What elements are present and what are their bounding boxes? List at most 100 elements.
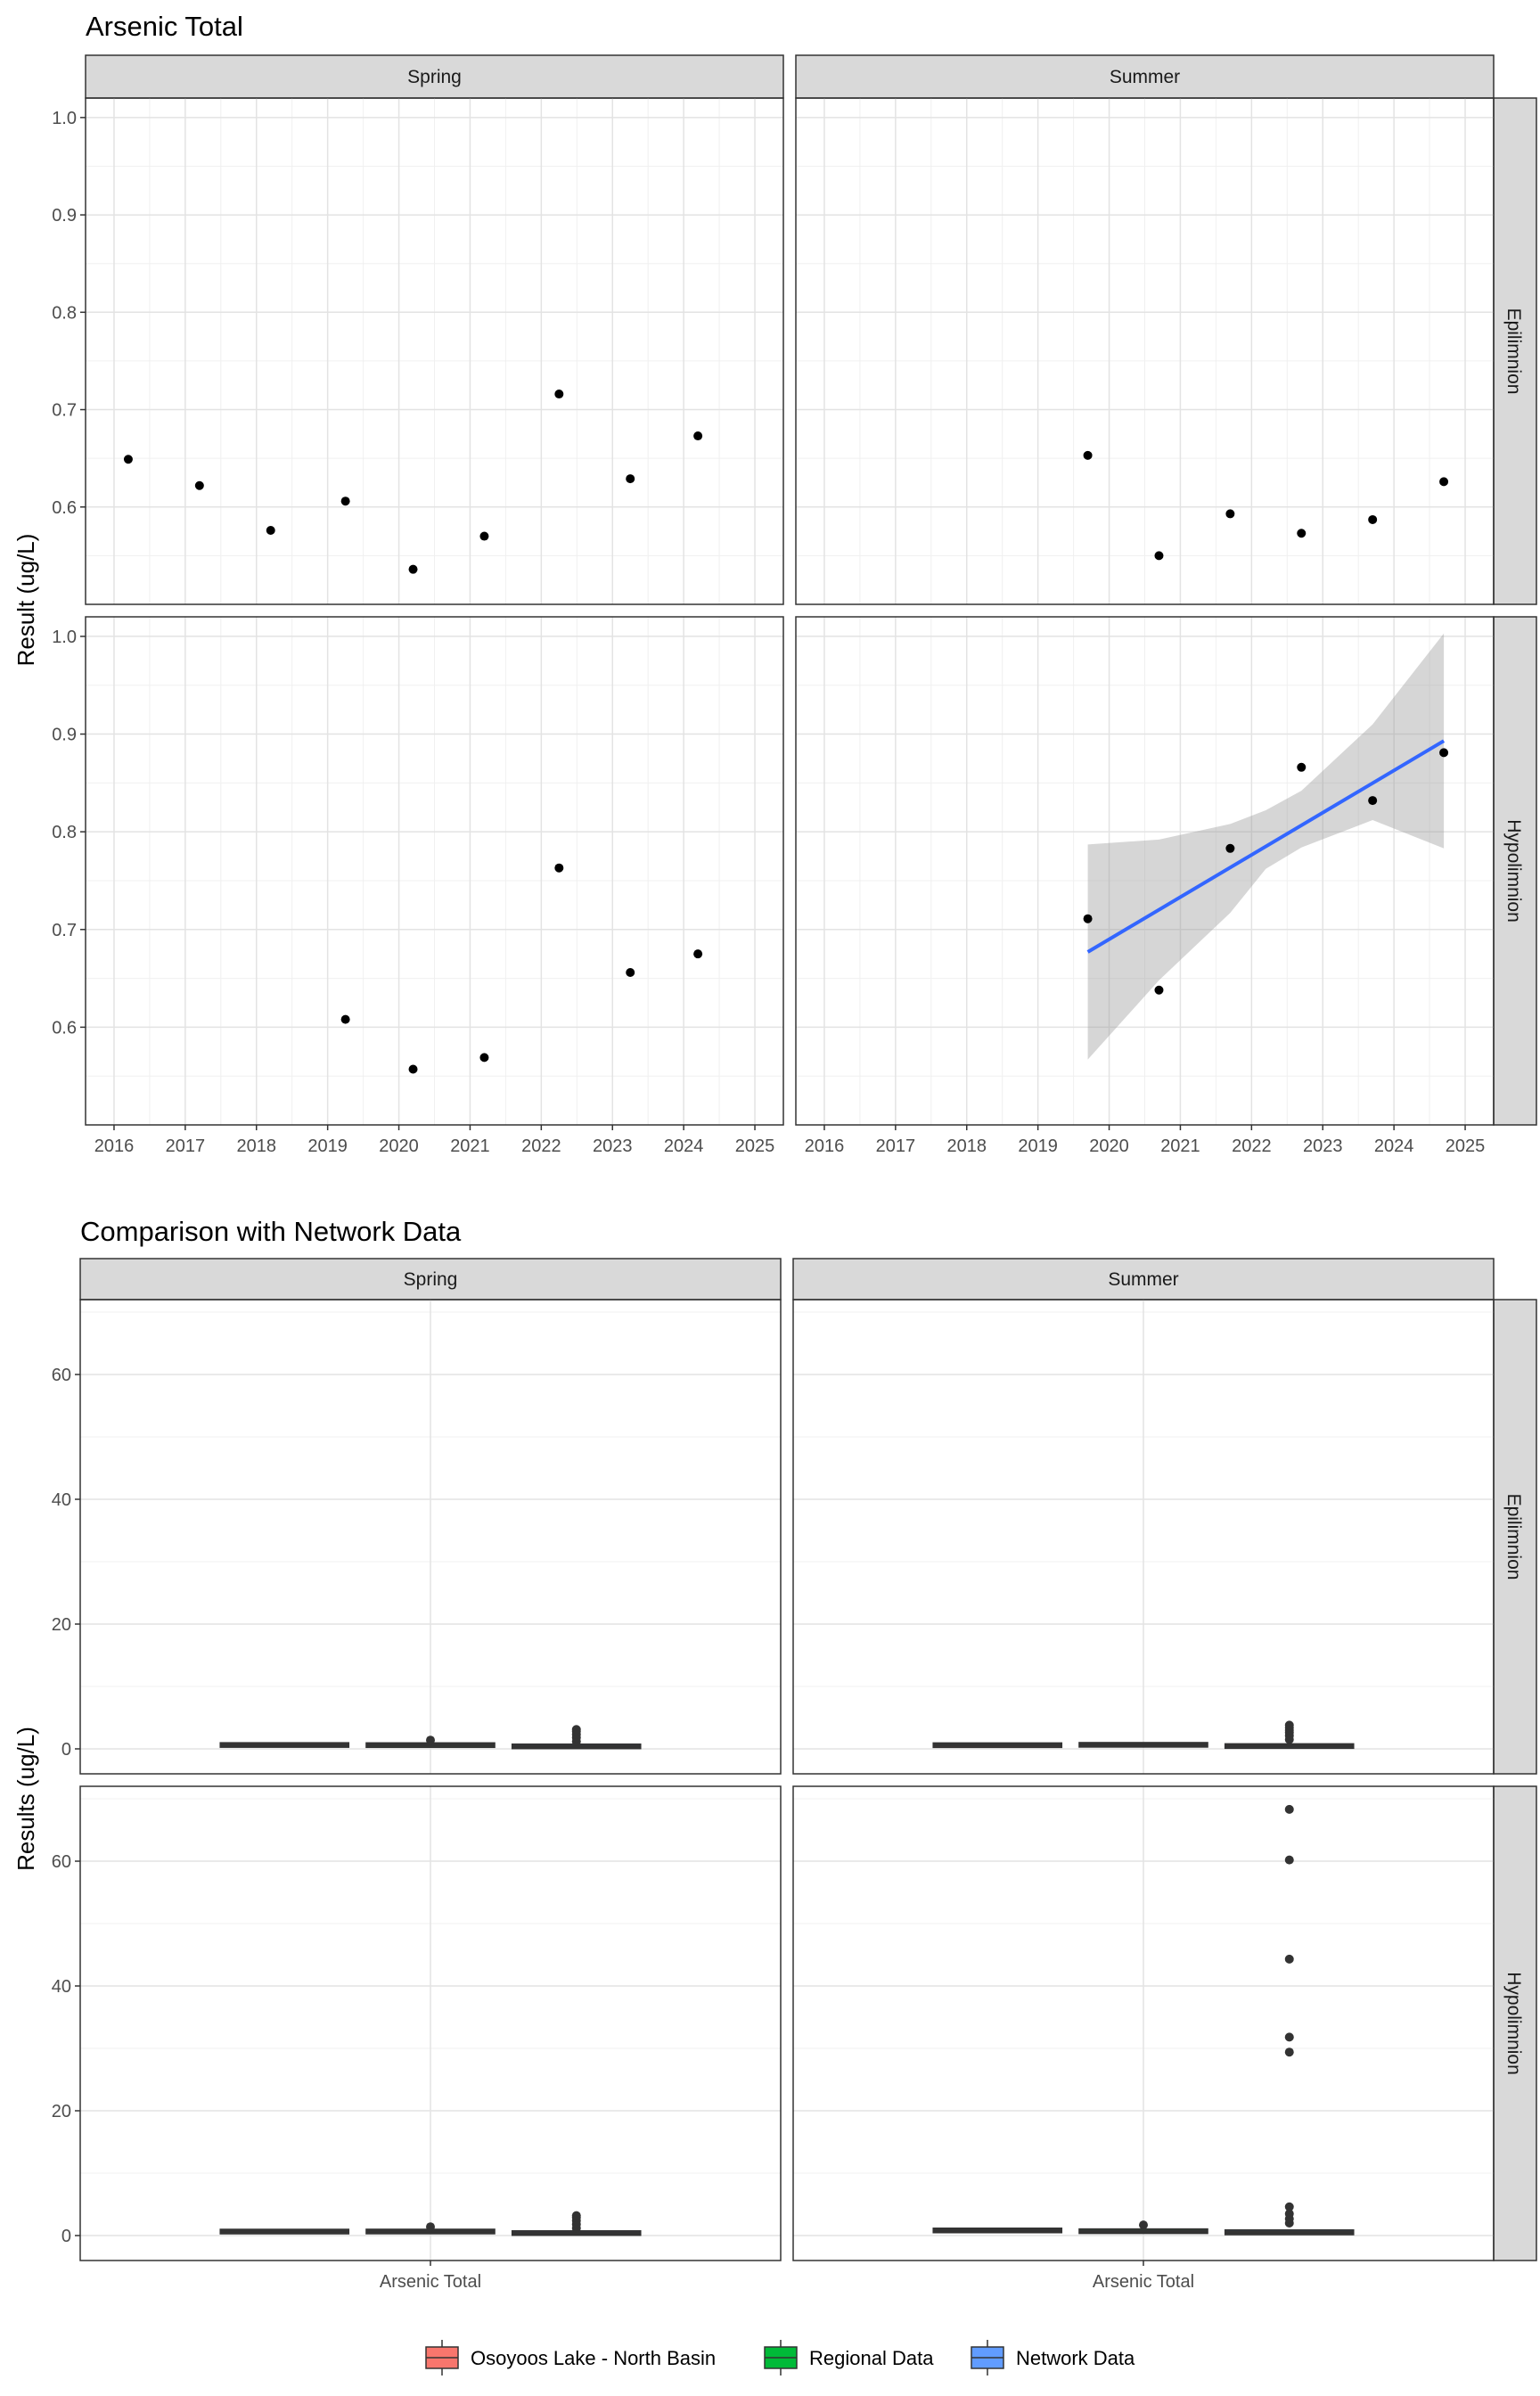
comparison-plot: Comparison with Network Data Results (ug…	[12, 1216, 1537, 2292]
panel-border	[85, 97, 784, 605]
outlier-point	[1284, 2202, 1294, 2211]
outlier-point	[426, 2222, 435, 2232]
y-tick-label: 0.6	[52, 498, 77, 518]
x-tick-label: 2023	[593, 1136, 633, 1156]
y-tick-label: 0.6	[52, 1018, 77, 1038]
outlier-point	[426, 1735, 435, 1745]
facet-strip-spring	[79, 1258, 782, 1301]
x-tick-label: 2024	[1374, 1136, 1414, 1156]
x-tick-label: 2022	[521, 1136, 561, 1156]
data-point	[1154, 985, 1164, 995]
panel-border	[79, 1299, 782, 1775]
panel-spring-epilimnion: 0.6 0.7 0.8 0.9 1.0	[52, 97, 784, 605]
x-tick-label: 2024	[664, 1136, 704, 1156]
legend-label: Regional Data	[809, 2347, 934, 2369]
facet-strip-epilimnion	[1493, 97, 1537, 605]
panel-border	[792, 1299, 1495, 1775]
panel-summer-epilimnion	[792, 1299, 1495, 1775]
legend: Osoyoos Lake - North Basin Regional Data N…	[425, 2340, 1135, 2375]
data-point	[408, 1064, 418, 1074]
x-tick-label: Arsenic Total	[380, 2272, 481, 2292]
x-tick-label: 2016	[94, 1136, 135, 1156]
x-tick-label: 2019	[1018, 1136, 1058, 1156]
facet-label-hypolimnion: Hypolimnion	[1503, 1972, 1524, 2075]
plot-title: Arsenic Total	[86, 11, 243, 42]
y-axis-label: Results (ug/L)	[12, 1727, 39, 1871]
data-point	[340, 496, 350, 506]
arsenic-total-plot: Arsenic Total Result (ug/L) Spring Summer…	[12, 11, 1537, 1156]
facet-strip-hypolimnion	[1493, 616, 1537, 1126]
y-tick-label: 20	[52, 1615, 71, 1635]
panel-border	[85, 616, 784, 1126]
facet-label-spring: Spring	[407, 67, 462, 87]
panel-summer-hypolimnion: 2016 2017 2018 2019 2020 2021 2022 2023 2024 2025	[795, 616, 1495, 1156]
outlier-point	[1284, 2047, 1294, 2057]
outlier-point	[571, 1725, 581, 1735]
facet-label-summer: Summer	[1110, 67, 1180, 87]
plot-title: Comparison with Network Data	[80, 1216, 462, 1247]
y-axis-label: Result (ug/L)	[12, 534, 39, 667]
facet-label-spring: Spring	[404, 1269, 458, 1290]
y-tick-label: 1.0	[52, 628, 77, 647]
outlier-point	[1284, 1855, 1294, 1865]
x-tick-label: 2020	[379, 1136, 419, 1156]
data-point	[1083, 914, 1093, 923]
data-point	[479, 1053, 489, 1063]
legend-label: Osoyoos Lake - North Basin	[471, 2347, 716, 2369]
facet-label-epilimnion: Epilimnion	[1503, 1494, 1524, 1580]
y-tick-label: 0.8	[52, 823, 77, 842]
data-point	[693, 949, 703, 959]
y-tick-label: 1.0	[52, 109, 77, 128]
x-tick-label: 2016	[805, 1136, 845, 1156]
y-tick-label: 20	[52, 2102, 71, 2121]
y-tick-label: 0.7	[52, 921, 77, 940]
panel-summer-hypolimnion: Arsenic Total	[792, 1785, 1495, 2292]
x-tick-label: 2018	[947, 1136, 987, 1156]
panel-border	[795, 97, 1495, 605]
facet-strip-summer	[792, 1258, 1495, 1301]
x-tick-label: 2021	[450, 1136, 490, 1156]
x-tick-label: 2021	[1160, 1136, 1200, 1156]
y-tick-label: 0.9	[52, 726, 77, 745]
data-point	[123, 455, 133, 464]
x-tick-label: Arsenic Total	[1093, 2272, 1194, 2292]
facet-label-summer: Summer	[1108, 1269, 1178, 1290]
x-tick-label: 2023	[1303, 1136, 1343, 1156]
y-tick-label: 40	[52, 1490, 71, 1510]
y-tick-label: 0.9	[52, 206, 77, 226]
outlier-point	[1139, 2220, 1148, 2230]
y-tick-label: 40	[52, 1977, 71, 1997]
data-point	[1225, 509, 1235, 519]
x-tick-label: 2017	[166, 1136, 206, 1156]
facet-strip-summer	[795, 54, 1495, 99]
y-tick-label: 0.7	[52, 401, 77, 421]
x-tick-label: 2022	[1232, 1136, 1272, 1156]
panel-spring-hypolimnion: 0.6 0.7 0.8 0.9 1.0 2016 2017 2018 2019 2020 2021 2…	[52, 616, 784, 1156]
data-point	[626, 474, 635, 484]
facet-strip-epilimnion	[1493, 1299, 1537, 1775]
legend-item-regional-data: Regional Data	[764, 2340, 934, 2375]
data-point	[626, 968, 635, 977]
data-point	[554, 390, 564, 399]
outlier-point	[1284, 2209, 1294, 2219]
data-point	[1083, 450, 1093, 460]
data-point	[194, 480, 204, 490]
data-point	[1368, 514, 1378, 524]
outlier-point	[571, 2211, 581, 2220]
data-point	[1439, 748, 1449, 758]
panel-spring-hypolimnion: 0 20 40 60 Arsenic Total	[52, 1785, 782, 2292]
data-point	[1297, 762, 1307, 772]
x-tick-label: 2020	[1089, 1136, 1129, 1156]
legend-item-network-data: Network Data	[971, 2340, 1135, 2375]
legend-item-osoyoos-lake-north-basin: Osoyoos Lake - North Basin	[425, 2340, 716, 2375]
facet-label-epilimnion: Epilimnion	[1503, 308, 1524, 395]
data-point	[554, 863, 564, 873]
x-tick-label: 2019	[307, 1136, 348, 1156]
data-point	[408, 564, 418, 574]
data-point	[479, 531, 489, 541]
facet-label-hypolimnion: Hypolimnion	[1503, 819, 1524, 923]
y-tick-label: 0.8	[52, 303, 77, 323]
data-point	[1297, 529, 1307, 538]
